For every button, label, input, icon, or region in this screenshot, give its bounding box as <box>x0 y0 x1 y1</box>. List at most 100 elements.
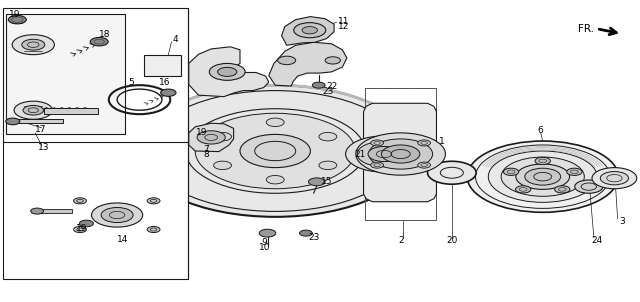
Polygon shape <box>189 47 269 97</box>
Circle shape <box>214 132 232 141</box>
Circle shape <box>278 56 296 65</box>
Text: 19: 19 <box>76 223 87 233</box>
Text: 24: 24 <box>591 236 603 246</box>
Circle shape <box>371 140 383 146</box>
Bar <box>6 14 125 134</box>
Circle shape <box>240 134 310 168</box>
Polygon shape <box>269 42 347 86</box>
Circle shape <box>356 133 445 175</box>
Circle shape <box>12 35 54 55</box>
Circle shape <box>308 178 325 186</box>
Circle shape <box>516 164 570 189</box>
Text: 23: 23 <box>323 87 334 96</box>
Circle shape <box>488 151 597 202</box>
Circle shape <box>195 113 355 189</box>
Text: 8: 8 <box>204 149 209 159</box>
Circle shape <box>79 220 93 227</box>
Circle shape <box>209 63 245 80</box>
Bar <box>44 108 98 114</box>
Circle shape <box>147 198 160 204</box>
Circle shape <box>266 175 284 184</box>
Circle shape <box>428 161 476 184</box>
Text: 17: 17 <box>35 125 47 134</box>
Circle shape <box>357 141 411 167</box>
Polygon shape <box>364 103 436 202</box>
Text: 11: 11 <box>338 17 349 26</box>
Text: 21: 21 <box>355 149 366 159</box>
Bar <box>35 209 72 213</box>
Circle shape <box>300 230 312 236</box>
Bar <box>12 119 63 123</box>
Circle shape <box>418 140 431 146</box>
Circle shape <box>147 226 160 233</box>
Circle shape <box>74 198 86 204</box>
Circle shape <box>101 207 133 223</box>
Text: 2: 2 <box>398 236 404 246</box>
Circle shape <box>535 157 550 165</box>
Circle shape <box>302 27 317 34</box>
Circle shape <box>218 67 237 76</box>
Circle shape <box>6 118 20 125</box>
Polygon shape <box>189 123 234 152</box>
Circle shape <box>31 208 44 214</box>
Circle shape <box>90 37 108 46</box>
Circle shape <box>501 157 584 196</box>
Circle shape <box>92 203 143 227</box>
Circle shape <box>525 168 561 185</box>
Circle shape <box>368 146 400 162</box>
Circle shape <box>8 15 26 24</box>
Circle shape <box>312 82 325 88</box>
Circle shape <box>575 180 603 193</box>
Text: 10: 10 <box>259 243 271 252</box>
Circle shape <box>266 118 284 127</box>
Text: 16: 16 <box>159 78 170 87</box>
Circle shape <box>136 85 415 217</box>
Text: 12: 12 <box>338 22 349 31</box>
Bar <box>144 55 181 76</box>
Bar <box>365 88 436 220</box>
Text: 7: 7 <box>204 145 209 154</box>
Circle shape <box>369 139 433 169</box>
Text: 18: 18 <box>99 30 111 39</box>
Circle shape <box>504 168 519 175</box>
Text: 5: 5 <box>128 78 134 87</box>
Bar <box>24 46 42 109</box>
Circle shape <box>418 162 431 168</box>
Circle shape <box>515 186 531 193</box>
Circle shape <box>371 162 383 168</box>
Circle shape <box>381 145 420 163</box>
Circle shape <box>600 172 628 185</box>
Circle shape <box>74 226 86 233</box>
Text: 20: 20 <box>447 236 458 246</box>
Circle shape <box>22 39 45 50</box>
Text: 19: 19 <box>196 128 207 137</box>
Text: 14: 14 <box>117 235 129 244</box>
Text: 23: 23 <box>308 233 320 243</box>
Text: 3: 3 <box>620 217 625 226</box>
Text: 13: 13 <box>38 143 50 153</box>
Text: 15: 15 <box>321 177 333 186</box>
Circle shape <box>555 186 570 193</box>
Circle shape <box>259 229 276 237</box>
Bar <box>3 8 188 279</box>
Circle shape <box>566 168 582 175</box>
Circle shape <box>467 141 618 212</box>
Circle shape <box>161 89 176 96</box>
Circle shape <box>325 57 340 64</box>
Circle shape <box>319 161 337 170</box>
Circle shape <box>197 131 225 144</box>
Text: 1: 1 <box>439 137 445 146</box>
Circle shape <box>23 105 44 115</box>
Text: 6: 6 <box>538 126 543 135</box>
Circle shape <box>592 168 637 189</box>
Text: 19: 19 <box>9 10 20 19</box>
Circle shape <box>294 23 326 38</box>
Text: 9: 9 <box>261 238 267 247</box>
Circle shape <box>346 136 422 172</box>
Circle shape <box>14 101 52 119</box>
Circle shape <box>214 161 232 170</box>
Polygon shape <box>69 195 162 235</box>
Text: 22: 22 <box>326 82 338 92</box>
Text: FR.: FR. <box>578 24 594 34</box>
Text: 4: 4 <box>173 35 179 44</box>
